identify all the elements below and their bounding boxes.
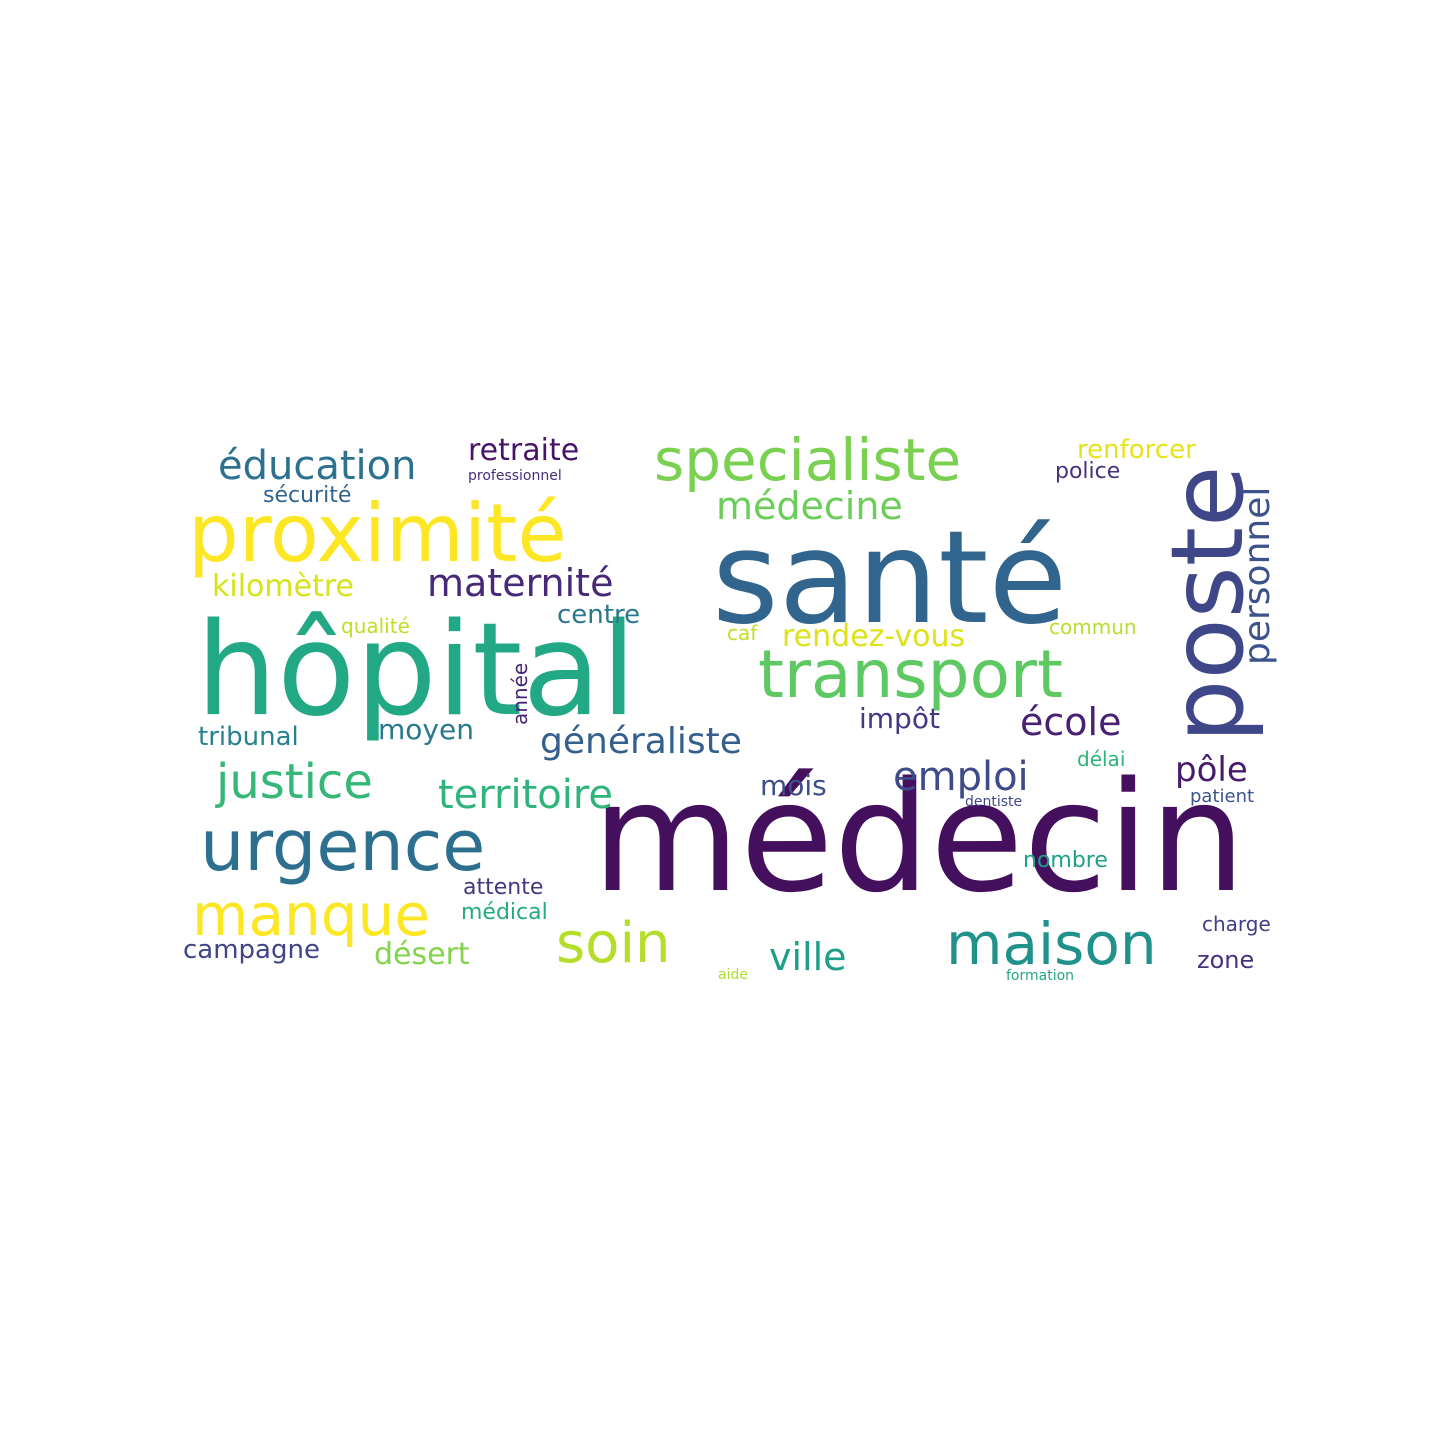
word-cloud-word: zone xyxy=(1197,946,1255,974)
word-cloud-word: délai xyxy=(1077,747,1126,771)
word-cloud-word: police xyxy=(1055,459,1121,484)
word-cloud-word: emploi xyxy=(893,754,1029,800)
word-cloud-word: médecin xyxy=(592,749,1246,926)
word-cloud-word: transport xyxy=(758,636,1063,713)
word-cloud-word: commun xyxy=(1049,615,1137,639)
word-cloud-word: désert xyxy=(374,937,470,972)
word-cloud-word: rendez-vous xyxy=(782,619,966,654)
word-cloud-word: école xyxy=(1020,700,1122,744)
word-cloud-word: justice xyxy=(216,754,373,810)
word-cloud-word: pôle xyxy=(1175,750,1248,790)
word-cloud-word: mois xyxy=(760,769,827,802)
word-cloud-word: charge xyxy=(1202,912,1271,936)
word-cloud-word: campagne xyxy=(183,935,320,965)
word-cloud-word: maison xyxy=(946,910,1157,978)
word-cloud-word: personnel xyxy=(1237,487,1278,666)
word-cloud-word: retraite xyxy=(468,433,580,468)
word-cloud-word: généraliste xyxy=(540,721,742,762)
word-cloud-word: soin xyxy=(556,911,671,976)
word-cloud-word: centre xyxy=(557,600,641,630)
word-cloud-word: dentiste xyxy=(965,794,1023,810)
word-cloud-word: ville xyxy=(769,935,847,979)
word-cloud-word: sécurité xyxy=(263,483,352,508)
word-cloud-word: nombre xyxy=(1023,848,1108,873)
word-cloud-word: formation xyxy=(1006,968,1075,984)
word-cloud-word: aide xyxy=(718,967,748,983)
word-cloud-word: manque xyxy=(192,881,431,949)
word-cloud-word: qualité xyxy=(341,614,410,638)
word-cloud-word: santé xyxy=(712,504,1068,653)
word-cloud-word: renforcer xyxy=(1077,435,1196,465)
word-cloud-word: éducation xyxy=(218,443,417,489)
word-cloud-word: professionnel xyxy=(468,468,562,484)
word-cloud-word: kilomètre xyxy=(212,569,354,604)
word-cloud-word: territoire xyxy=(438,772,614,818)
word-cloud-word: urgence xyxy=(200,805,486,887)
word-cloud-word: caf xyxy=(727,621,758,645)
word-cloud-word: tribunal xyxy=(198,722,299,752)
word-cloud-word: hôpital xyxy=(196,596,637,745)
word-cloud-word: specialiste xyxy=(654,426,962,494)
word-cloud-word: attente xyxy=(463,875,544,900)
word-cloud-word: proximité xyxy=(188,487,567,580)
word-cloud-word: patient xyxy=(1190,786,1255,807)
word-cloud-word: moyen xyxy=(378,713,474,746)
word-cloud-word: maternité xyxy=(427,561,614,605)
word-cloud-word: impôt xyxy=(859,702,940,735)
word-cloud-word: médecine xyxy=(716,484,903,528)
word-cloud-word: médical xyxy=(461,900,548,925)
word-cloud-word: année xyxy=(508,663,532,726)
